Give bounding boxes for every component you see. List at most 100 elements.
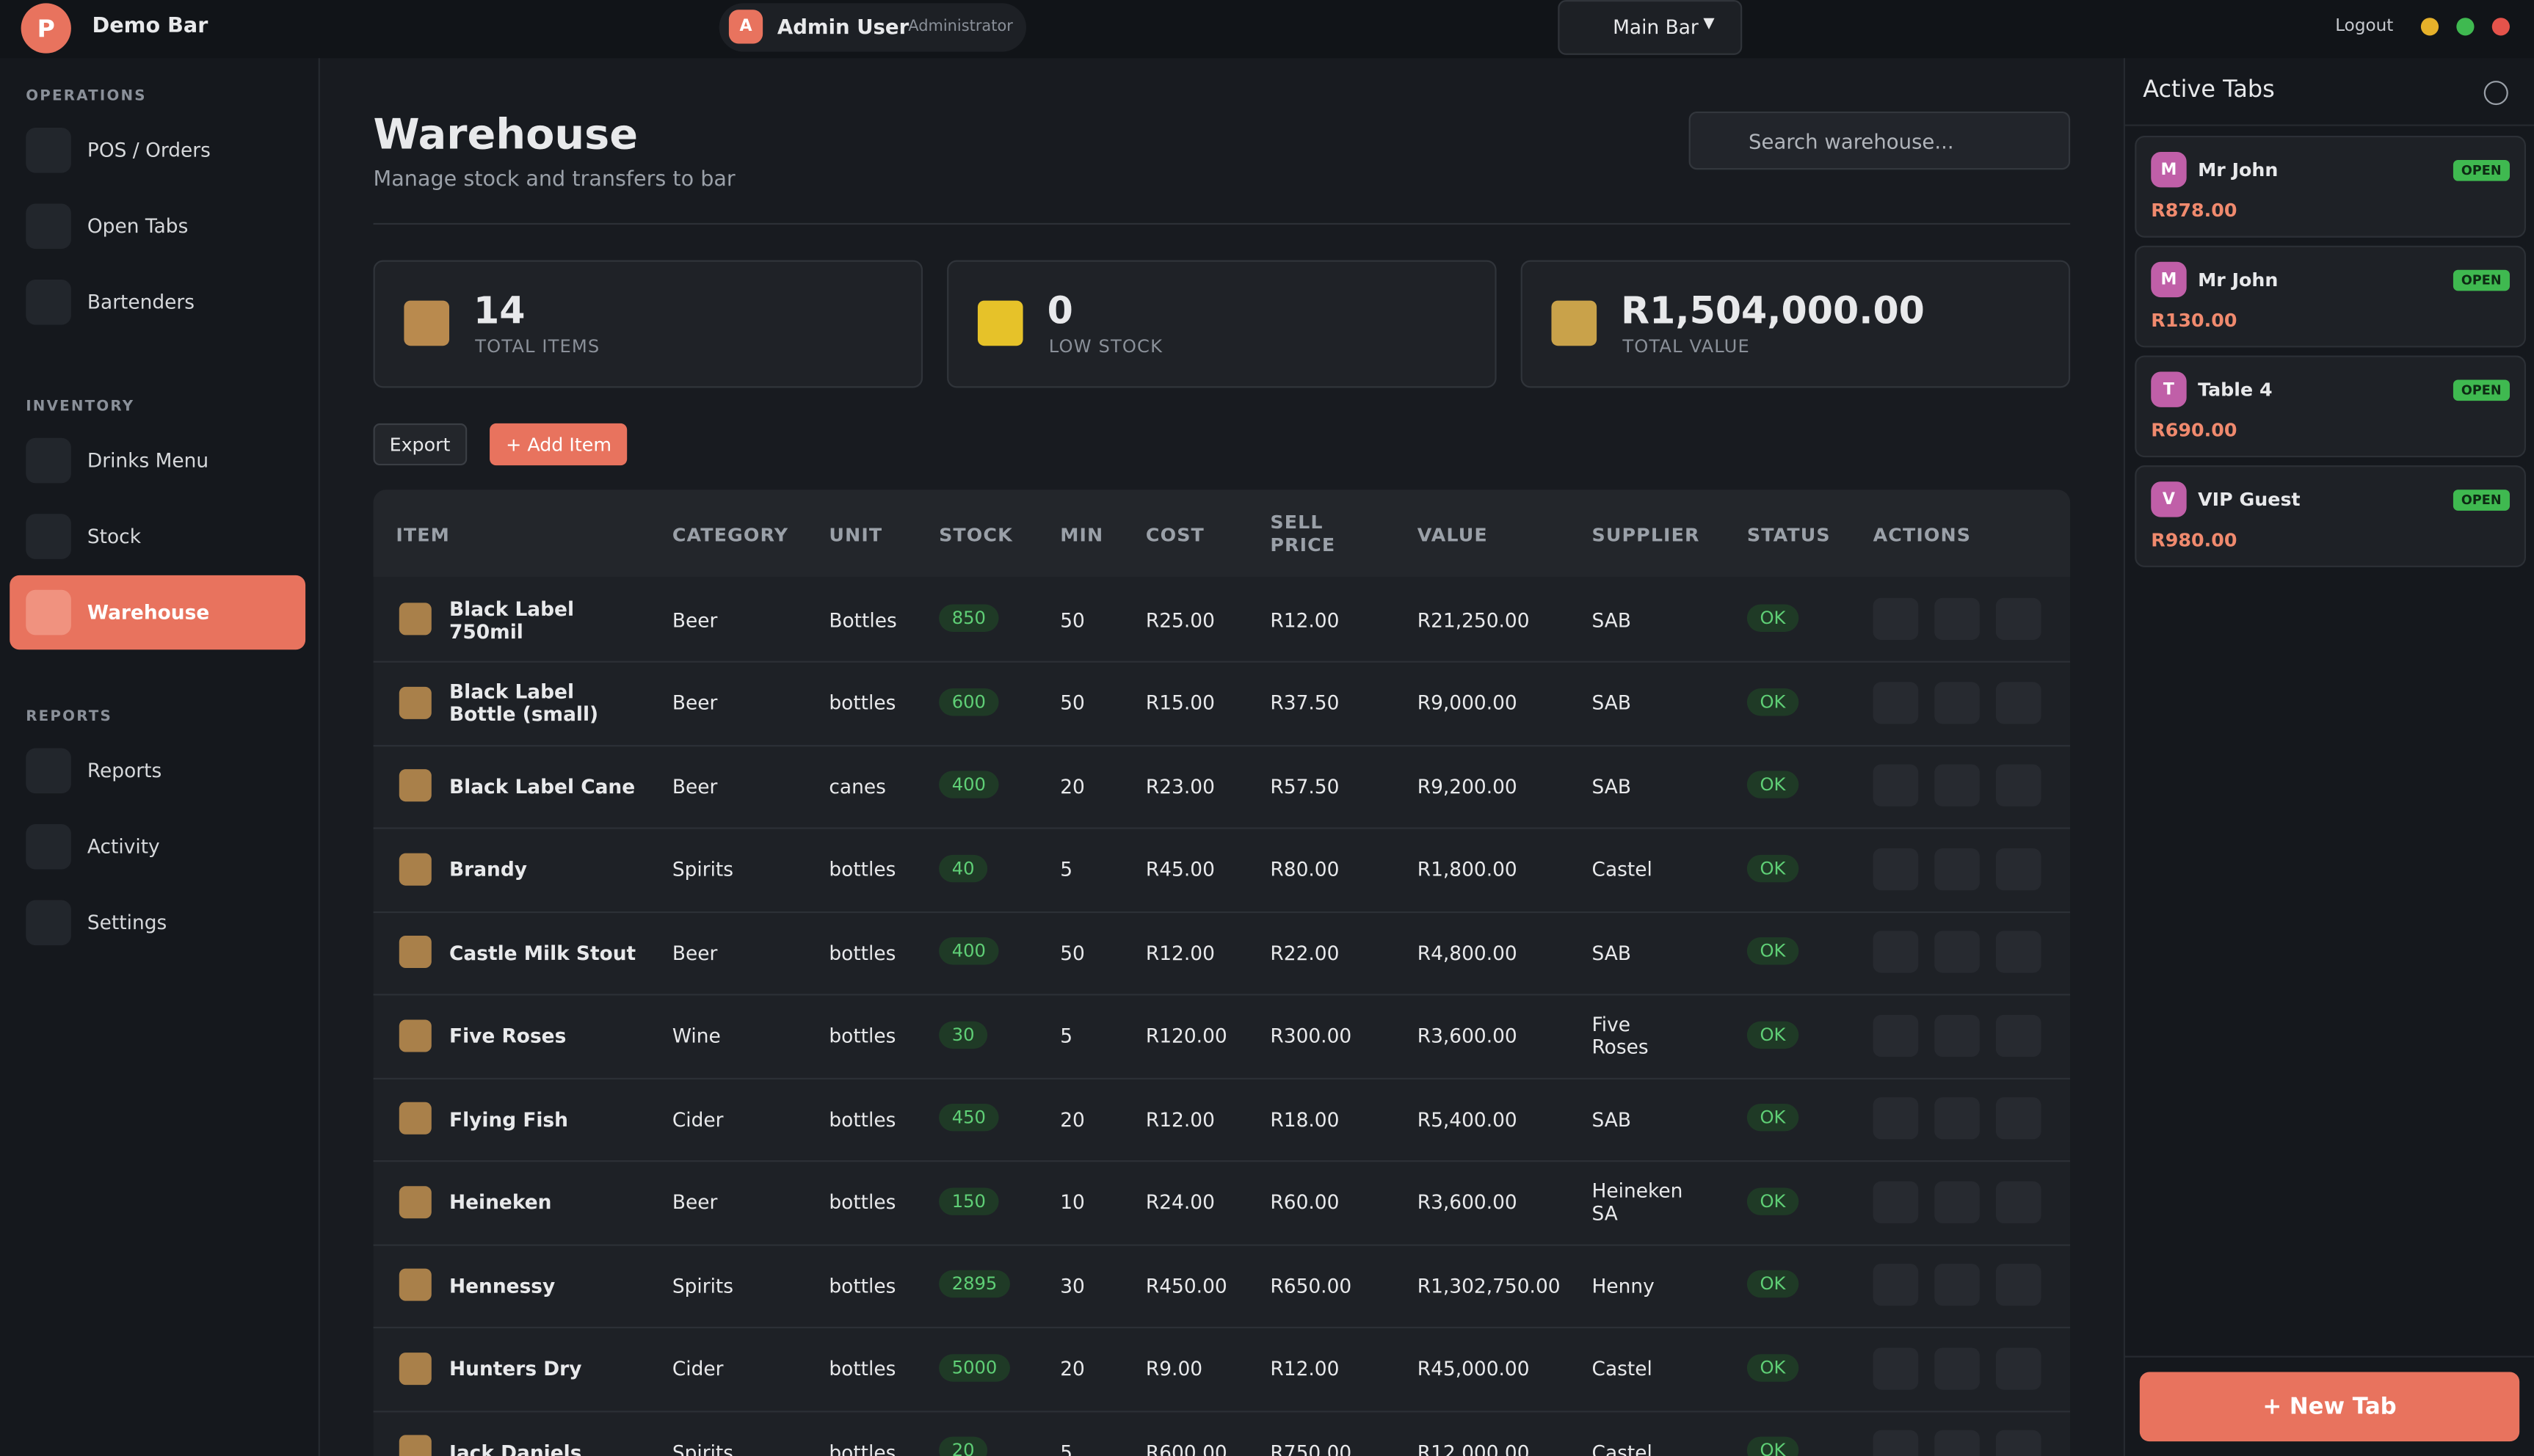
search-box[interactable]: Search warehouse... [1688,111,2071,170]
status-badge: OK [1746,853,1799,882]
nav-label: POS / Orders [87,139,211,162]
edit-button[interactable] [1873,681,1919,724]
cell: bottles [829,858,896,881]
stock-badge: 400 [939,937,999,965]
cell: R3,600.00 [1417,1024,1517,1047]
transfer-button[interactable] [1934,1347,1980,1389]
nav-item[interactable]: Drinks Menu [10,423,305,498]
cell: R1,800.00 [1417,858,1517,881]
edit-button[interactable] [1873,847,1919,890]
cell: 5 [1060,858,1073,881]
panel-divider [2125,124,2534,126]
cell: R3,600.00 [1417,1190,1517,1214]
cell: bottles [829,941,896,964]
edit-button[interactable] [1873,1430,1919,1456]
stock-badge: 150 [939,1187,999,1215]
transfer-button[interactable] [1934,931,1980,973]
edit-button[interactable] [1873,1097,1919,1140]
transfer-button[interactable] [1934,597,1980,640]
user-name: Admin User [777,14,910,39]
cell: Flying Fish [449,1107,568,1131]
cell: Hunters Dry [449,1357,582,1380]
stock-badge: 600 [939,687,999,716]
nav-item[interactable]: Activity [10,809,305,884]
cell: R120.00 [1145,1024,1227,1047]
tab-name: Mr John [2198,158,2279,181]
nav-item[interactable]: POS / Orders [10,113,305,187]
panel-title: Active Tabs [2143,77,2275,103]
tab-name: Table 4 [2198,378,2273,401]
edit-button[interactable] [1873,1263,1919,1306]
delete-button[interactable] [1995,764,2041,807]
nav-icon [26,279,71,325]
tab-card[interactable]: M Mr John OPEN R878.00 [2135,135,2526,238]
transfer-button[interactable] [1934,1263,1980,1306]
item-icon [399,1435,432,1456]
delete-button[interactable] [1995,1180,2041,1223]
edit-button[interactable] [1873,597,1919,640]
cell: SAB [1591,1107,1631,1131]
transfer-button[interactable] [1934,681,1980,724]
transfer-button[interactable] [1934,1180,1980,1223]
nav-label: Open Tabs [87,214,189,238]
delete-button[interactable] [1995,1097,2041,1140]
table-row: Brandy Spirits bottles 40 5 R45.00 R80.00 R1,80… [373,829,2071,913]
column-header: SUPPLIER [1591,523,1700,547]
delete-button[interactable] [1995,1263,2041,1306]
nav-item[interactable]: Reports [10,734,305,808]
nav-item[interactable]: Warehouse [10,575,306,650]
nav-item[interactable]: Settings [10,886,305,960]
refresh-button[interactable] [2483,81,2508,106]
new-tab-button[interactable]: + New Tab [2139,1372,2520,1442]
tab-avatar: V [2151,481,2187,517]
edit-button[interactable] [1873,931,1919,973]
logout[interactable]: Logout [2335,16,2394,36]
window-dot [2491,18,2510,36]
delete-button[interactable] [1995,681,2041,724]
cell: R18.00 [1270,1107,1340,1131]
cell: Castle Milk Stout [449,941,636,964]
cell: bottles [829,1357,896,1380]
tab-card[interactable]: V VIP Guest OPEN R980.00 [2135,465,2526,567]
tab-status: OPEN [2453,489,2510,511]
cell: Wine [672,1024,721,1047]
delete-button[interactable] [1995,1013,2041,1057]
nav-item[interactable]: Bartenders [10,265,305,339]
delete-button[interactable] [1995,1347,2041,1389]
transfer-button[interactable] [1934,764,1980,807]
column-header: SELL PRICE [1270,510,1336,556]
stock-badge: 30 [939,1020,988,1048]
transfer-button[interactable] [1934,1013,1980,1057]
delete-button[interactable] [1995,931,2041,973]
cell: Five Roses [1591,1013,1649,1059]
cell: 50 [1060,608,1085,631]
transfer-button[interactable] [1934,847,1980,890]
edit-button[interactable] [1873,764,1919,807]
status-badge: OK [1746,687,1799,716]
cell: Beer [672,941,718,964]
cell: R80.00 [1270,858,1340,881]
stat-label: LOW STOCK [1048,336,1163,357]
delete-button[interactable] [1995,597,2041,640]
delete-button[interactable] [1995,1430,2041,1456]
cell: Spirits [672,858,734,881]
edit-button[interactable] [1873,1347,1919,1389]
transfer-button[interactable] [1934,1097,1980,1140]
transfer-button[interactable] [1934,1430,1980,1456]
status-badge: OK [1746,771,1799,798]
cell: 50 [1060,691,1085,715]
delete-button[interactable] [1995,847,2041,890]
export-button[interactable]: Export [373,423,467,466]
tab-card[interactable]: T Table 4 OPEN R690.00 [2135,355,2526,458]
nav-item[interactable]: Stock [10,499,305,573]
main: Warehouse Manage stock and transfers to b… [320,58,2122,1456]
tab-card[interactable]: M Mr John OPEN R130.00 [2135,245,2526,348]
bar-selector[interactable]: Main Bar ▼ [1558,0,1743,55]
stock-badge: 20 [939,1436,988,1456]
nav-item[interactable]: Open Tabs [10,189,305,263]
item-icon [399,852,432,885]
edit-button[interactable] [1873,1013,1919,1057]
cell: SAB [1591,691,1631,715]
edit-button[interactable] [1873,1180,1919,1223]
add-button[interactable]: + Add Item [490,423,628,466]
